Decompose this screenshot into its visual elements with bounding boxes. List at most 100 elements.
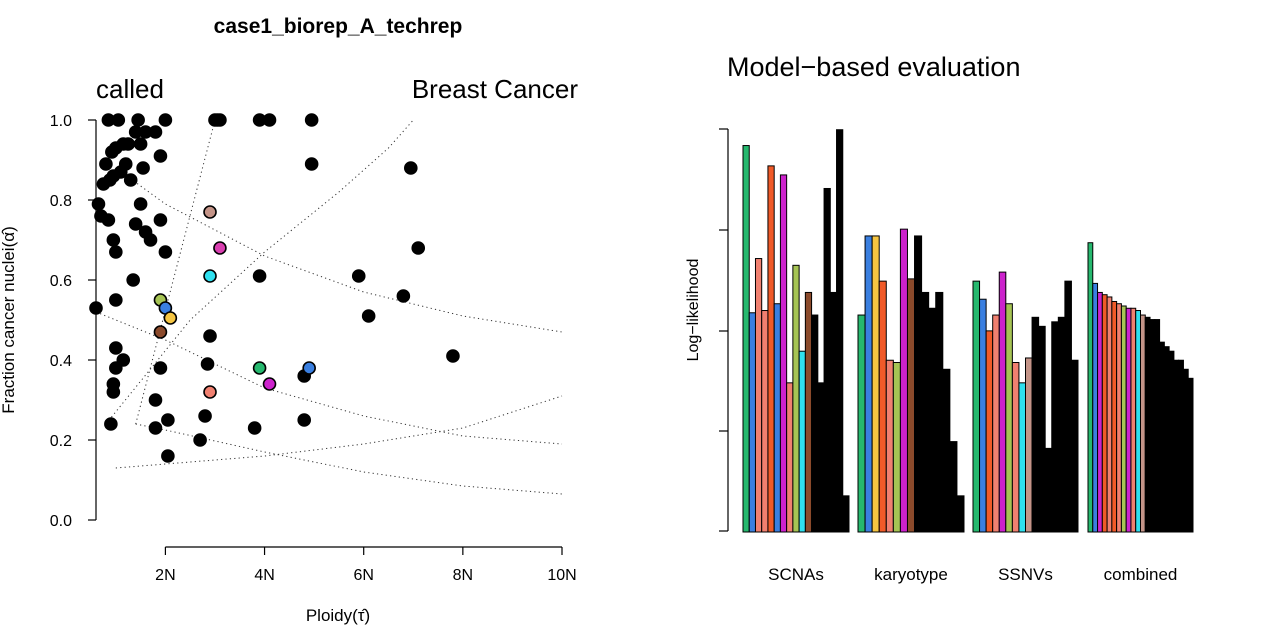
bar bbox=[1168, 350, 1175, 533]
scatter-point bbox=[89, 301, 103, 315]
bar bbox=[1057, 316, 1066, 533]
scatter-point bbox=[121, 137, 136, 151]
scatter-point bbox=[109, 361, 123, 375]
y-tick-label: 0.0 bbox=[50, 513, 72, 530]
bar bbox=[1135, 310, 1141, 533]
scatter-point bbox=[148, 125, 163, 139]
bar bbox=[836, 129, 844, 533]
bar bbox=[1025, 357, 1033, 533]
x-tick-label: 6N bbox=[353, 567, 373, 584]
bar bbox=[1031, 316, 1040, 533]
scatter-point bbox=[153, 361, 168, 375]
scatter-point bbox=[143, 233, 158, 247]
scatter-point bbox=[148, 421, 163, 435]
scatter-point bbox=[101, 213, 116, 227]
bar bbox=[992, 314, 1000, 533]
scatter-points bbox=[89, 113, 460, 463]
bar bbox=[956, 495, 965, 533]
bar bbox=[823, 187, 831, 533]
bar bbox=[1154, 319, 1161, 533]
scatter-point bbox=[161, 449, 175, 463]
bar bbox=[1140, 314, 1146, 533]
bar-group-label: SCNAs bbox=[768, 565, 824, 584]
bar bbox=[811, 314, 819, 533]
scatter-point bbox=[131, 113, 145, 127]
scatter-point bbox=[118, 157, 133, 171]
scatter-point-highlighted bbox=[203, 269, 217, 283]
bar bbox=[1018, 382, 1027, 533]
scatter-point bbox=[106, 385, 121, 399]
scatter-point bbox=[213, 113, 227, 127]
bar bbox=[804, 291, 813, 533]
bar-y-axis-label: Log−likelihood bbox=[685, 259, 702, 362]
bar bbox=[921, 291, 930, 533]
bar bbox=[1187, 377, 1194, 533]
bar bbox=[914, 235, 923, 533]
bar bbox=[1101, 294, 1108, 533]
bar bbox=[1106, 296, 1113, 533]
bar-title: Model−based evaluation bbox=[727, 52, 1020, 82]
scatter-point bbox=[198, 409, 212, 423]
bar bbox=[1144, 316, 1151, 533]
scatter-point-highlighted bbox=[153, 325, 168, 339]
bar bbox=[1130, 307, 1137, 533]
scatter-panel: case1_biorep_A_techrep called Breast Can… bbox=[0, 15, 578, 625]
bar bbox=[906, 278, 916, 533]
scatter-point bbox=[403, 161, 418, 175]
scatter-axes: 0.0 0.2 0.4 0.6 0.8 1.0 2N 4N 6N 8N 10N bbox=[50, 113, 577, 584]
bar bbox=[754, 258, 763, 533]
y-tick-label: 0.4 bbox=[50, 353, 72, 370]
bar bbox=[998, 271, 1007, 533]
bar bbox=[878, 280, 887, 533]
corner-label-left: called bbox=[96, 74, 164, 104]
bar-groups: SCNAs karyotype SSNVs combined bbox=[742, 129, 1194, 584]
scatter-point bbox=[297, 413, 312, 427]
scatter-point-highlighted bbox=[163, 311, 178, 325]
bar bbox=[817, 382, 825, 533]
y-tick-label: 0.6 bbox=[50, 273, 72, 290]
bar bbox=[885, 359, 894, 533]
x-tick-label: 2N bbox=[155, 567, 175, 584]
scatter-point-highlighted bbox=[302, 361, 316, 375]
bar bbox=[985, 330, 994, 533]
scatter-point bbox=[133, 137, 148, 151]
bar-group-label: combined bbox=[1104, 565, 1178, 584]
bar bbox=[1038, 325, 1046, 533]
scatter-point bbox=[123, 173, 138, 187]
bar bbox=[1044, 447, 1053, 533]
bar bbox=[829, 291, 838, 533]
corner-label-right: Breast Cancer bbox=[412, 74, 579, 104]
bar bbox=[1182, 368, 1189, 533]
bar bbox=[1116, 303, 1122, 533]
bar-group-SCNAs: SCNAs bbox=[742, 129, 850, 584]
bar bbox=[942, 368, 951, 533]
scatter-point bbox=[106, 233, 121, 247]
scatter-y-axis-label: Fraction cancer nuclei(α̂) bbox=[0, 226, 18, 413]
bar bbox=[1163, 346, 1170, 533]
bar-group-karyotype: karyotype bbox=[857, 228, 965, 584]
scatter-point-highlighted bbox=[203, 385, 217, 399]
scatter-point bbox=[193, 433, 207, 447]
bar-group-SSNVs: SSNVs bbox=[972, 271, 1079, 584]
scatter-point bbox=[161, 413, 175, 427]
bar bbox=[864, 235, 873, 533]
scatter-point bbox=[361, 309, 376, 323]
guide-curves bbox=[96, 119, 563, 495]
bar bbox=[1097, 291, 1103, 533]
bar bbox=[742, 145, 750, 533]
bar bbox=[767, 165, 775, 533]
x-tick-label: 8N bbox=[453, 567, 473, 584]
guide-curve bbox=[96, 311, 563, 445]
scatter-point bbox=[396, 289, 411, 303]
x-tick-label: 4N bbox=[254, 567, 274, 584]
scatter-point bbox=[128, 217, 143, 231]
scatter-point-highlighted bbox=[252, 361, 267, 375]
bar bbox=[949, 441, 958, 533]
scatter-point bbox=[109, 341, 123, 355]
bar bbox=[1087, 242, 1094, 533]
scatter-point bbox=[126, 273, 140, 287]
bar bbox=[748, 312, 756, 533]
scatter-point-highlighted bbox=[262, 377, 277, 391]
bar bbox=[871, 235, 880, 533]
scatter-point bbox=[158, 245, 173, 259]
